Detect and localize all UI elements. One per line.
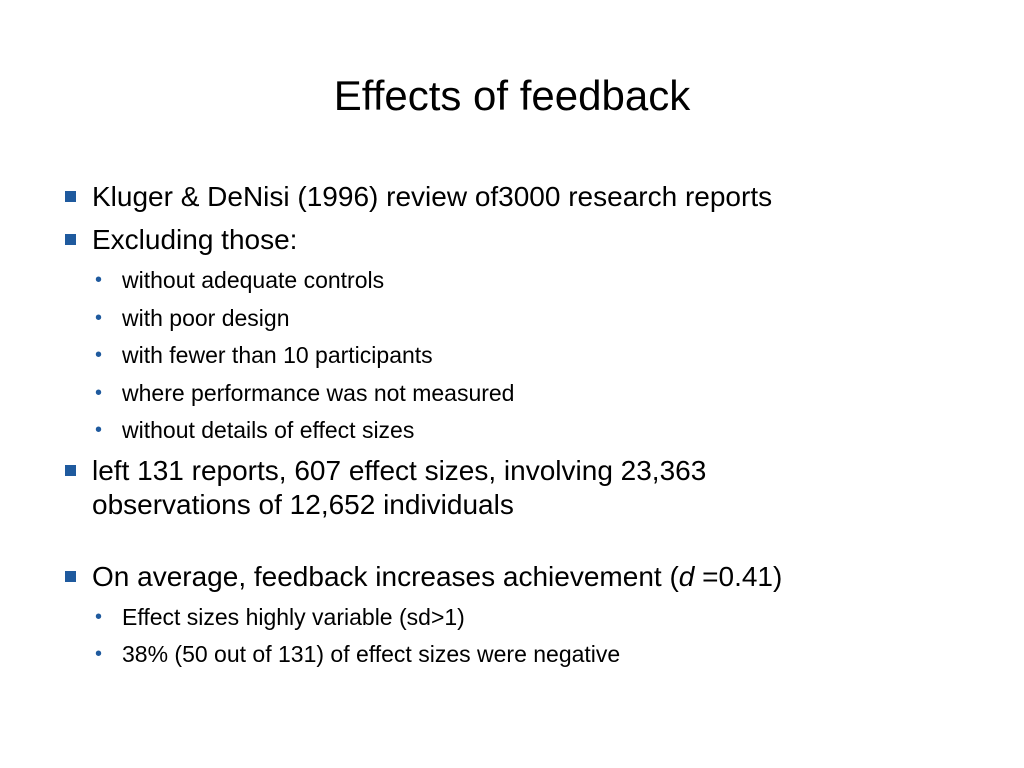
square-bullet-icon: [65, 234, 76, 245]
bullet-text-end: =0.41): [694, 560, 783, 592]
effect-size-symbol: d: [678, 560, 695, 592]
bullet-text: Excluding those:: [92, 224, 298, 255]
bullet-text: Kluger & DeNisi (1996) review of3000 res…: [92, 181, 773, 212]
bullet-item: Excluding those:: [62, 223, 962, 257]
square-bullet-icon: [65, 570, 76, 582]
slide-title: Effects of feedback: [333, 72, 691, 119]
dot-bullet-icon: •: [95, 643, 103, 665]
sub-bullet-text: 38% (50 out of 131) of effect sizes were…: [122, 641, 621, 667]
dot-bullet-icon: •: [95, 605, 103, 628]
bullet-text-line1: left 131 reports, 607 effect sizes, invo…: [92, 454, 707, 486]
bullet-item: Kluger & DeNisi (1996) review of3000 res…: [62, 180, 962, 214]
sub-bullet-item: • 38% (50 out of 131) of effect sizes we…: [62, 640, 962, 668]
square-bullet-icon: [65, 464, 76, 476]
sub-bullet-text: without details of effect sizes: [122, 417, 415, 443]
sub-bullet-item: • without adequate controls: [62, 266, 962, 294]
dot-bullet-icon: •: [95, 419, 103, 441]
dot-bullet-icon: •: [95, 344, 103, 366]
bullet-list: Kluger & DeNisi (1996) review of3000 res…: [62, 180, 962, 678]
bullet-text-line2: observations of 12,652 individuals: [92, 488, 514, 520]
dot-bullet-icon: •: [95, 381, 103, 404]
dot-bullet-icon: •: [95, 269, 103, 291]
sub-bullet-item: • Effect sizes highly variable (sd>1): [62, 603, 962, 631]
square-bullet-icon: [65, 191, 76, 202]
bullet-item: left 131 reports, 607 effect sizes, invo…: [62, 454, 962, 522]
sub-bullet-text: Effect sizes highly variable (sd>1): [122, 603, 465, 630]
sub-bullet-text: where performance was not measured: [122, 379, 515, 406]
sub-bullet-text: without adequate controls: [122, 267, 385, 293]
sub-bullet-item: • with poor design: [62, 304, 962, 332]
sub-bullet-item: • without details of effect sizes: [62, 416, 962, 444]
sub-bullet-item: • where performance was not measured: [62, 379, 962, 407]
sub-bullet-item: • with fewer than 10 participants: [62, 341, 962, 369]
sub-bullet-text: with fewer than 10 participants: [122, 342, 433, 368]
dot-bullet-icon: •: [95, 306, 103, 329]
bullet-item: On average, feedback increases achieveme…: [62, 560, 962, 594]
bullet-text: On average, feedback increases achieveme…: [92, 560, 679, 592]
sub-bullet-text: with poor design: [122, 304, 290, 331]
